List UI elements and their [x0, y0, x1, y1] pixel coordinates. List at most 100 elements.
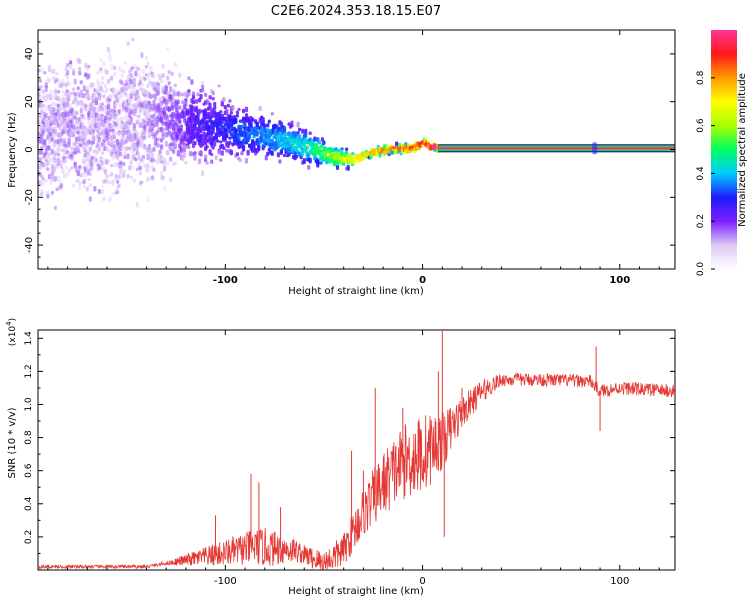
spectrogram-cell: [293, 131, 297, 135]
spectrogram-cell: [317, 140, 321, 144]
spectrogram-cell: [216, 139, 220, 143]
spectrogram-cell: [44, 87, 48, 93]
spectrogram-cell: [46, 97, 50, 102]
colorbar-tick-label: 0.4: [696, 166, 706, 181]
spectrogram-cell: [108, 58, 112, 62]
spectrogram-cell: [163, 160, 167, 165]
spectrogram-cell: [88, 172, 92, 177]
spectrogram-cell: [82, 185, 86, 189]
spectrogram-cell: [78, 186, 82, 191]
spectrogram-cell: [169, 177, 173, 183]
spectrogram-cell: [246, 138, 250, 143]
spectrogram-cell: [137, 72, 141, 77]
spectrogram-cell: [123, 155, 127, 160]
spectrogram-cell: [78, 61, 82, 65]
spectrogram-cell: [67, 81, 71, 86]
spectrogram-cell: [129, 85, 133, 89]
spectrogram-cell: [284, 132, 288, 137]
spectrogram-cell: [178, 105, 182, 110]
spectrogram-cell: [105, 145, 109, 150]
spectrogram-cell: [131, 164, 135, 170]
spectrogram-cell: [166, 115, 170, 121]
spectrogram-cell: [102, 196, 106, 202]
spectrogram-cell: [226, 103, 230, 108]
spectrogram-cell: [49, 109, 53, 115]
spectrogram-cell: [337, 148, 341, 153]
spectrogram-cell: [69, 61, 73, 65]
spectrogram-cell: [152, 167, 156, 172]
spectrogram-cell: [264, 155, 268, 161]
spectrogram-cell: [122, 135, 126, 141]
spectrogram-cell: [190, 79, 194, 85]
spectrogram-cell: [49, 94, 53, 101]
spectrogram-cell: [72, 87, 76, 91]
spectrogram-cell: [208, 125, 212, 130]
spectrogram-axes: -100 0 100 -40 -20 0 20 40: [24, 30, 675, 286]
spectrogram-cell: [153, 94, 158, 101]
spectrogram-cell: [40, 189, 44, 195]
spectrogram-cell: [199, 150, 203, 157]
spectrogram-ytick-label: 0: [24, 146, 35, 152]
spectrogram-cell: [103, 169, 108, 175]
spectrogram-cell: [59, 118, 64, 124]
spectrogram-cell: [56, 152, 61, 157]
spectrogram-cell: [119, 160, 123, 165]
spectrogram-cell: [113, 65, 117, 70]
spectrogram-cell: [270, 138, 274, 144]
spectrogram-cell: [228, 99, 232, 103]
spectrogram-cell: [134, 157, 138, 162]
spectrogram-cell: [316, 159, 320, 166]
spectrogram-cell: [85, 67, 89, 72]
spectrogram-cell: [210, 153, 214, 157]
spectrogram-cell: [79, 118, 83, 122]
spectrogram-cell: [129, 159, 133, 164]
spectrogram-cell: [149, 65, 153, 70]
spectrogram-cell: [67, 91, 71, 96]
spectrogram-cell: [317, 150, 321, 156]
spectrogram-cell: [79, 81, 83, 85]
spectrogram-cell: [52, 75, 56, 81]
spectrogram-cell: [298, 127, 302, 132]
spectrogram-cell: [295, 154, 299, 159]
spectrogram-cell: [123, 169, 127, 173]
spectrogram-cell: [66, 101, 70, 108]
spectrogram-cell: [126, 94, 130, 99]
spectrogram-cell: [134, 70, 138, 77]
spectrogram-cell: [187, 89, 191, 93]
spectrogram-cell: [59, 123, 64, 128]
spectrogram-cell: [84, 107, 88, 111]
spectrogram-cell: [70, 165, 74, 170]
spectrogram-cell: [102, 61, 106, 66]
spectrogram-cell: [99, 58, 103, 62]
spectrogram-cell: [134, 108, 138, 114]
spectrogram-cell: [62, 104, 67, 109]
spectrogram-cell: [152, 73, 156, 79]
spectrogram-cell: [335, 164, 340, 170]
spectrogram-cell: [117, 132, 121, 137]
spectrogram-cell: [204, 158, 208, 163]
spectrogram-cell: [146, 112, 150, 116]
spectrogram-cell: [41, 162, 45, 168]
snr-xtick-label: 100: [610, 576, 629, 587]
spectrogram-cell: [143, 135, 147, 140]
spectrogram-cell: [43, 140, 47, 146]
spectrogram-cell: [50, 159, 54, 165]
spectrogram-cell: [44, 179, 48, 183]
spectrogram-cell: [219, 140, 223, 144]
spectrogram-cell: [164, 140, 168, 147]
spectrogram-cell: [346, 165, 350, 171]
spectrogram-cell: [111, 87, 115, 94]
spectrogram-cell: [205, 145, 209, 149]
spectrogram-cell: [91, 156, 95, 160]
spectrogram-cell: [106, 106, 111, 110]
spectrogram-cell: [52, 118, 56, 123]
spectrogram-cell: [97, 147, 101, 152]
snr-series-line: [37, 371, 676, 570]
spectrogram-ytick-label: -40: [24, 237, 35, 253]
spectrogram-cell: [66, 75, 70, 80]
snr-ytick-label: 0.2: [24, 530, 34, 544]
spectrogram-cell: [110, 64, 114, 70]
spectrogram-cell: [55, 187, 59, 192]
spectrogram-cell: [47, 65, 51, 70]
spectrogram-cell: [184, 161, 188, 165]
